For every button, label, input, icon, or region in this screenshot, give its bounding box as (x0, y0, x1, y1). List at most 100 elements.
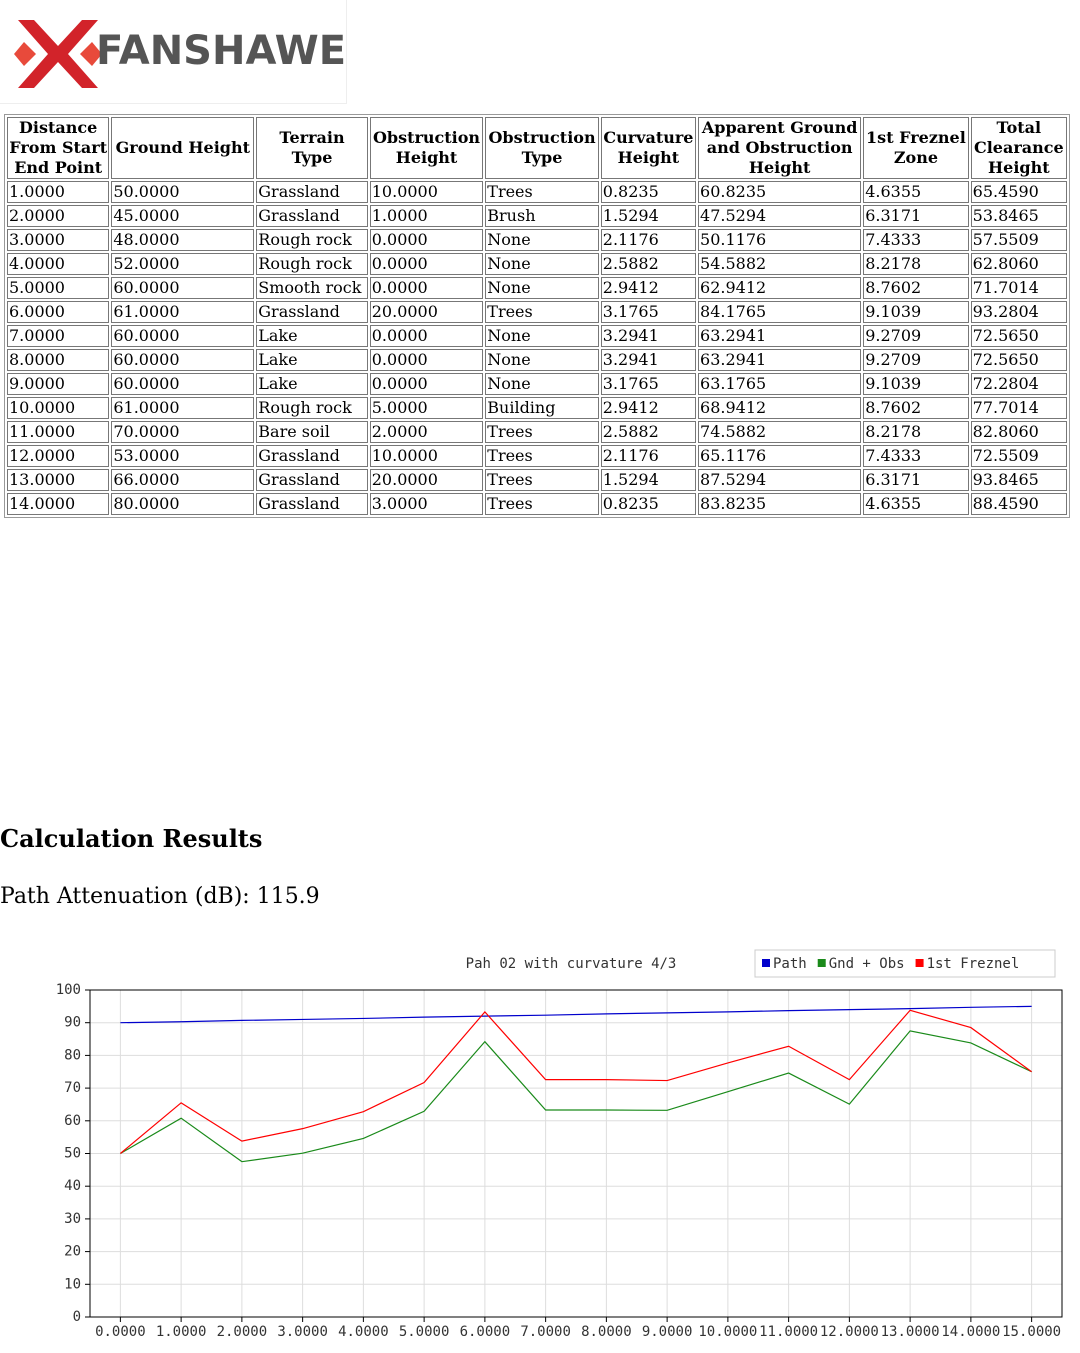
table-cell: Rough rock (256, 397, 368, 419)
table-row: 3.0000 48.0000 Rough rock 0.0000 None 2.1176 5… (7, 229, 1067, 251)
table-cell: 74.5882 (698, 421, 862, 443)
series-line (120, 1030, 1032, 1163)
table-cell: 77.7014 (970, 397, 1067, 419)
y-tick-label: 0 (73, 1309, 81, 1325)
table-cell: Grassland (256, 493, 368, 515)
column-header: Ground Height (111, 117, 255, 179)
table-cell: 80.0000 (111, 493, 255, 515)
table-row: 11.0000 70.0000 Bare soil 2.0000 Trees 2.5882… (7, 421, 1067, 443)
table-cell: 3.0000 (369, 493, 484, 515)
table-cell: 7.4333 (863, 229, 969, 251)
series-line (120, 1005, 1032, 1024)
legend-label: 1st Freznel (927, 956, 1020, 972)
logo-text: FANSHAWE (96, 28, 347, 74)
table-cell: 9.2709 (863, 325, 969, 347)
table-cell: 14.0000 (7, 493, 110, 515)
table-cell: 88.4590 (970, 493, 1067, 515)
legend-swatch (762, 959, 770, 967)
table-cell: 0.0000 (369, 277, 484, 299)
table-cell: Grassland (256, 469, 368, 491)
table-cell: 10.0000 (7, 397, 110, 419)
table-cell: 54.5882 (698, 253, 862, 275)
x-tick-label: 12.0000 (820, 1324, 879, 1340)
table-cell: 60.0000 (111, 373, 255, 395)
table-cell: Trees (485, 469, 599, 491)
logo-icon (14, 20, 102, 88)
table-cell: 0.0000 (369, 253, 484, 275)
table-cell: 45.0000 (111, 205, 255, 227)
legend-swatch (915, 959, 924, 967)
table-cell: 3.1765 (600, 301, 697, 323)
column-header: Obstruction Height (369, 117, 484, 179)
x-tick-label: 2.0000 (217, 1324, 268, 1340)
table-cell: Building (485, 397, 599, 419)
y-tick-label: 20 (64, 1244, 81, 1260)
table-cell: 20.0000 (369, 301, 484, 323)
table-cell: 0.0000 (369, 325, 484, 347)
table-cell: None (485, 325, 599, 347)
table-cell: 2.0000 (7, 205, 110, 227)
y-tick-label: 60 (64, 1113, 81, 1129)
x-tick-label: 13.0000 (881, 1324, 940, 1340)
table-cell: 0.0000 (369, 373, 484, 395)
table-cell: 6.0000 (7, 301, 110, 323)
table-cell: 0.8235 (600, 493, 697, 515)
table-cell: None (485, 373, 599, 395)
x-tick-label: 15.0000 (1002, 1324, 1061, 1340)
table-row: 7.0000 60.0000 Lake 0.0000 None 3.2941 63.2941… (7, 325, 1067, 347)
table-cell: 2.1176 (600, 445, 697, 467)
table-row: 10.0000 61.0000 Rough rock 5.0000 Building 2.… (7, 397, 1067, 419)
y-tick-label: 100 (56, 982, 81, 998)
table-cell: 47.5294 (698, 205, 862, 227)
table-cell: 7.4333 (863, 445, 969, 467)
table-cell: 8.2178 (863, 421, 969, 443)
table-cell: 11.0000 (7, 421, 110, 443)
table-row: 6.0000 61.0000 Grassland 20.0000 Trees 3.1765… (7, 301, 1067, 323)
legend-label: Path (773, 956, 807, 972)
x-tick-label: 0.0000 (95, 1324, 146, 1340)
table-cell: 9.0000 (7, 373, 110, 395)
x-tick-label: 10.0000 (698, 1324, 757, 1340)
legend-label: Gnd + Obs (829, 956, 905, 972)
table-row: 13.0000 66.0000 Grassland 20.0000 Trees 1.529… (7, 469, 1067, 491)
column-header: Total Clearance Height (970, 117, 1067, 179)
table-cell: 60.8235 (698, 181, 862, 203)
table-cell: Trees (485, 301, 599, 323)
table-cell: 0.8235 (600, 181, 697, 203)
x-tick-label: 1.0000 (156, 1324, 207, 1340)
x-tick-label: 5.0000 (399, 1324, 450, 1340)
table-cell: 65.1176 (698, 445, 862, 467)
table-cell: 82.8060 (970, 421, 1067, 443)
table-cell: 0.0000 (369, 349, 484, 371)
table-cell: 65.4590 (970, 181, 1067, 203)
y-tick-label: 80 (64, 1047, 81, 1063)
table-cell: 4.6355 (863, 181, 969, 203)
table-cell: Grassland (256, 301, 368, 323)
table-cell: 50.1176 (698, 229, 862, 251)
table-cell: 20.0000 (369, 469, 484, 491)
table-cell: 60.0000 (111, 325, 255, 347)
series-line (119, 1009, 1032, 1154)
table-cell: 60.0000 (111, 349, 255, 371)
table-cell: 9.2709 (863, 349, 969, 371)
x-tick-label: 8.0000 (581, 1324, 632, 1340)
table-cell: 8.7602 (863, 397, 969, 419)
table-cell: Trees (485, 181, 599, 203)
table-cell: 13.0000 (7, 469, 110, 491)
table-cell: 87.5294 (698, 469, 862, 491)
results-heading: Calculation Results (0, 824, 263, 853)
table-cell: 93.8465 (970, 469, 1067, 491)
column-header: Terrain Type (256, 117, 368, 179)
table-cell: 48.0000 (111, 229, 255, 251)
table-cell: 9.1039 (863, 301, 969, 323)
table-cell: 3.2941 (600, 325, 697, 347)
y-tick-label: 50 (64, 1146, 81, 1162)
y-tick-label: 30 (64, 1211, 81, 1227)
x-tick-label: 14.0000 (941, 1324, 1000, 1340)
table-row: 14.0000 80.0000 Grassland 3.0000 Trees 0.8235… (7, 493, 1067, 515)
table-cell: Lake (256, 349, 368, 371)
table-cell: Grassland (256, 181, 368, 203)
table-cell: 72.5650 (970, 349, 1067, 371)
table-cell: 2.5882 (600, 253, 697, 275)
table-cell: Grassland (256, 205, 368, 227)
